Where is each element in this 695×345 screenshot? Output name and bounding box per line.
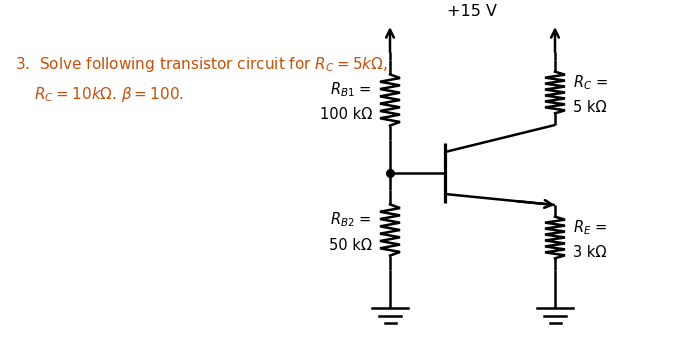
Text: $R_E$ =: $R_E$ = bbox=[573, 218, 607, 237]
Text: 3.  Solve following transistor circuit for $R_C = 5k\Omega$,
    $R_C = 10k\Omeg: 3. Solve following transistor circuit fo… bbox=[15, 55, 388, 104]
Text: $R_{B1}$ =: $R_{B1}$ = bbox=[331, 81, 372, 99]
Text: 3 kΩ: 3 kΩ bbox=[573, 245, 606, 260]
Text: 5 kΩ: 5 kΩ bbox=[573, 100, 607, 115]
Text: $R_C$ =: $R_C$ = bbox=[573, 73, 608, 92]
Text: $R_{B2}$ =: $R_{B2}$ = bbox=[331, 211, 372, 229]
Text: 100 kΩ: 100 kΩ bbox=[320, 108, 372, 122]
Text: +15 V: +15 V bbox=[448, 4, 498, 19]
Text: 50 kΩ: 50 kΩ bbox=[329, 237, 372, 253]
